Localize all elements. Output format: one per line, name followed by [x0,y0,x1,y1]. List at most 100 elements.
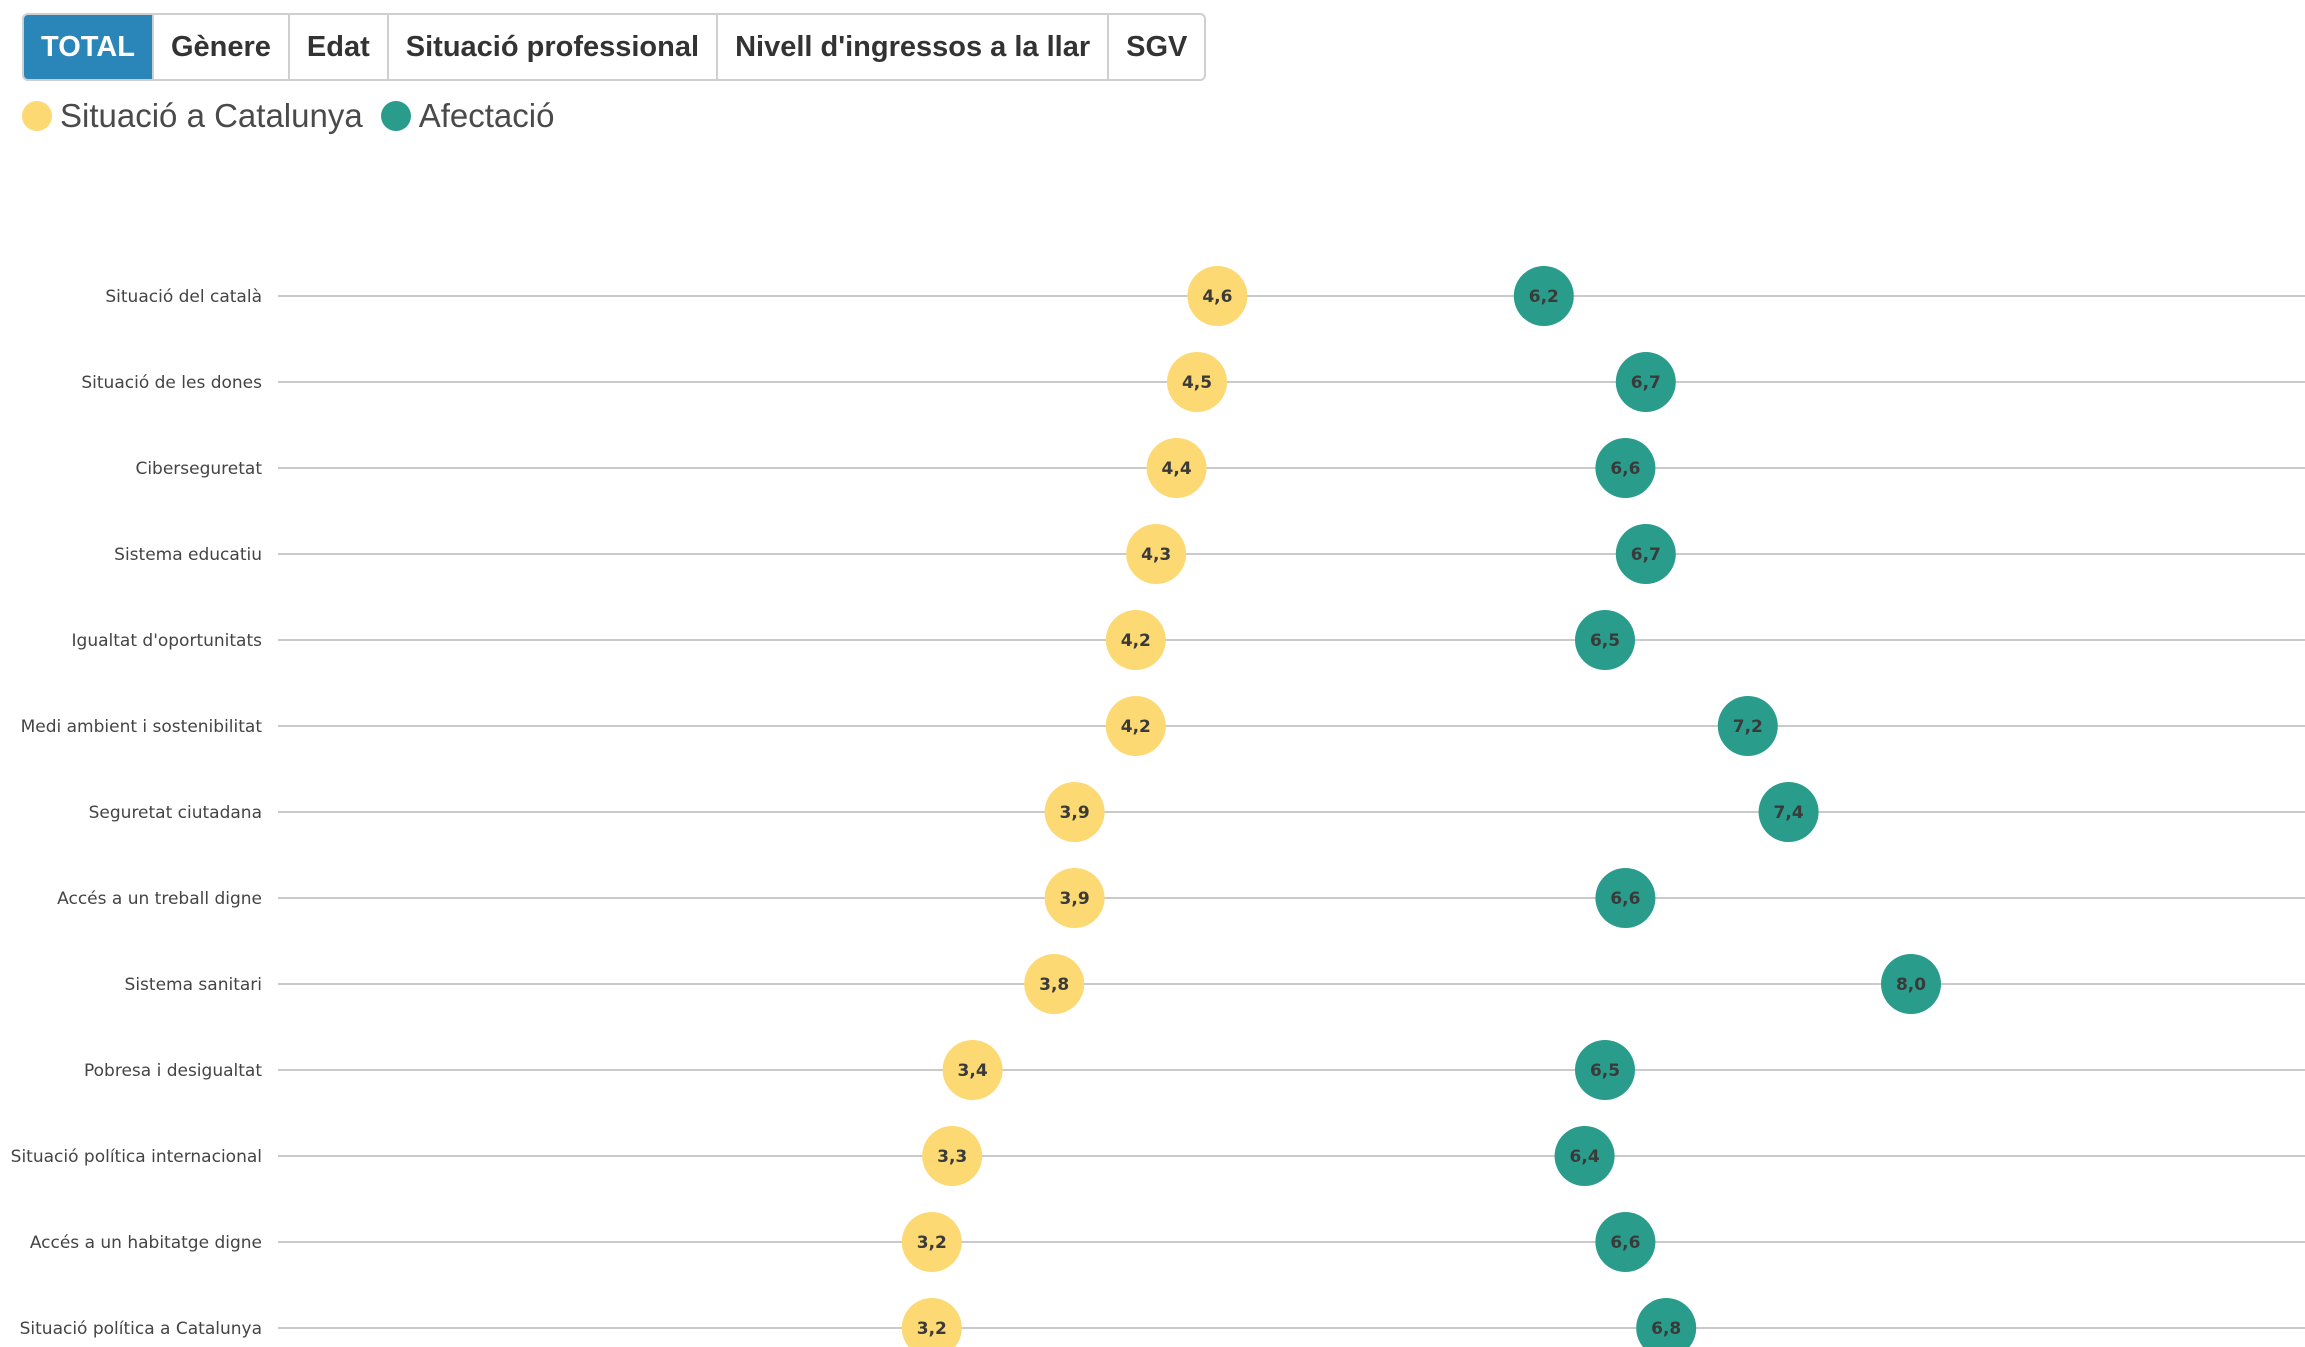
marker-afectacio [1595,868,1656,928]
value-label: 3,2 [917,1319,947,1339]
row-label: Accés a un habitatge digne [30,1233,262,1253]
marker-afectacio [1881,954,1941,1014]
value-label: 7,2 [1733,717,1763,737]
dot-situacio[interactable]: 3,9 [1044,868,1105,928]
value-label: 3,3 [937,1147,967,1167]
marker-situacio [1105,696,1166,756]
marker-situacio [1024,954,1085,1014]
tab-situacio-professional[interactable]: Situació professional [389,15,719,79]
marker-afectacio [1636,1298,1697,1347]
value-label: 4,2 [1121,631,1151,651]
dot-situacio[interactable]: 3,3 [922,1126,983,1186]
dot-afectacio[interactable]: 6,5 [1575,610,1635,670]
value-label: 3,2 [917,1233,947,1253]
marker-afectacio [1615,352,1676,412]
legend-label-situacio: Situació a Catalunya [60,97,363,134]
legend-item-afectacio: Afectació [380,97,555,135]
row-label: Situació política internacional [11,1147,262,1167]
value-label: 6,4 [1570,1147,1600,1167]
dot-afectacio[interactable]: 6,8 [1636,1298,1697,1347]
row-label: Situació del català [105,287,262,307]
value-label: 6,7 [1631,373,1661,393]
value-label: 7,4 [1774,803,1804,823]
dot-afectacio[interactable]: 6,7 [1615,352,1676,412]
row-label: Seguretat ciutadana [89,803,262,823]
dot-afectacio[interactable]: 8,0 [1881,954,1941,1014]
dot-afectacio[interactable]: 6,4 [1554,1126,1615,1186]
dot-situacio[interactable]: 3,8 [1024,954,1085,1014]
marker-situacio [901,1298,962,1347]
value-label: 6,5 [1590,631,1620,651]
dot-afectacio[interactable]: 6,2 [1513,266,1574,326]
marker-situacio [1044,868,1105,928]
dot-situacio[interactable]: 3,9 [1044,782,1105,842]
marker-situacio [1187,266,1248,326]
marker-situacio [1105,610,1166,670]
marker-afectacio [1717,696,1778,756]
dot-afectacio[interactable]: 7,2 [1717,696,1778,756]
tab-total[interactable]: TOTAL [24,15,154,79]
row-label: Sistema educatiu [114,545,262,565]
marker-situacio [1044,782,1105,842]
marker-situacio [942,1040,1003,1100]
marker-afectacio [1595,1212,1656,1272]
dot-situacio[interactable]: 3,4 [942,1040,1003,1100]
marker-situacio [1146,438,1207,498]
dot-afectacio[interactable]: 6,7 [1615,524,1676,584]
row-label: Pobresa i desigualtat [84,1061,262,1081]
row-label: Situació de les dones [81,373,262,393]
dot-situacio[interactable]: 4,5 [1167,352,1227,412]
value-label: 4,3 [1141,545,1171,565]
value-label: 4,5 [1182,373,1212,393]
marker-afectacio [1575,610,1635,670]
value-label: 6,7 [1631,545,1661,565]
value-label: 4,2 [1121,717,1151,737]
chart-legend: Situació a Catalunya Afectació [22,97,572,135]
dot-afectacio[interactable]: 6,6 [1595,868,1656,928]
value-label: 3,9 [1060,803,1090,823]
dot-afectacio[interactable]: 7,4 [1758,782,1819,842]
value-label: 3,4 [958,1061,988,1081]
dot-situacio[interactable]: 3,2 [901,1298,962,1347]
value-label: 4,4 [1162,459,1192,479]
legend-label-afectacio: Afectació [418,97,555,134]
dot-situacio[interactable]: 4,3 [1126,524,1187,584]
marker-afectacio [1513,266,1574,326]
marker-situacio [901,1212,962,1272]
value-label: 3,8 [1039,975,1069,995]
value-label: 6,6 [1610,1233,1640,1253]
marker-afectacio [1758,782,1819,842]
dot-situacio[interactable]: 4,2 [1105,696,1166,756]
dot-afectacio[interactable]: 6,5 [1575,1040,1635,1100]
row-label: Igualtat d'oportunitats [72,631,263,651]
tab-nivell-ingressos[interactable]: Nivell d'ingressos a la llar [718,15,1110,79]
value-label: 4,6 [1202,287,1232,307]
tab-edat[interactable]: Edat [290,15,389,79]
row-label: Ciberseguretat [135,459,262,479]
marker-afectacio [1615,524,1676,584]
row-label: Accés a un treball digne [57,889,262,909]
value-label: 6,6 [1610,459,1640,479]
row-label: Medi ambient i sostenibilitat [21,717,263,737]
value-label: 6,6 [1610,889,1640,909]
dot-afectacio[interactable]: 6,6 [1595,1212,1656,1272]
value-label: 6,8 [1651,1319,1681,1339]
marker-afectacio [1595,438,1656,498]
value-label: 6,5 [1590,1061,1620,1081]
value-label: 6,2 [1529,287,1559,307]
legend-dot-afectacio [380,101,411,131]
filter-tabs: TOTAL Gènere Edat Situació professional … [22,13,1207,81]
tab-sgv[interactable]: SGV [1126,30,1188,63]
value-label: 3,9 [1060,889,1090,909]
dot-afectacio[interactable]: 6,6 [1595,438,1656,498]
dot-situacio[interactable]: 4,2 [1105,610,1166,670]
dot-situacio[interactable]: 3,2 [901,1212,962,1272]
dot-situacio[interactable]: 4,4 [1146,438,1207,498]
marker-situacio [1167,352,1227,412]
marker-situacio [922,1126,983,1186]
legend-dot-situacio [22,101,52,131]
tab-genere[interactable]: Gènere [154,15,290,79]
marker-afectacio [1575,1040,1635,1100]
marker-situacio [1126,524,1187,584]
dot-situacio[interactable]: 4,6 [1187,266,1248,326]
